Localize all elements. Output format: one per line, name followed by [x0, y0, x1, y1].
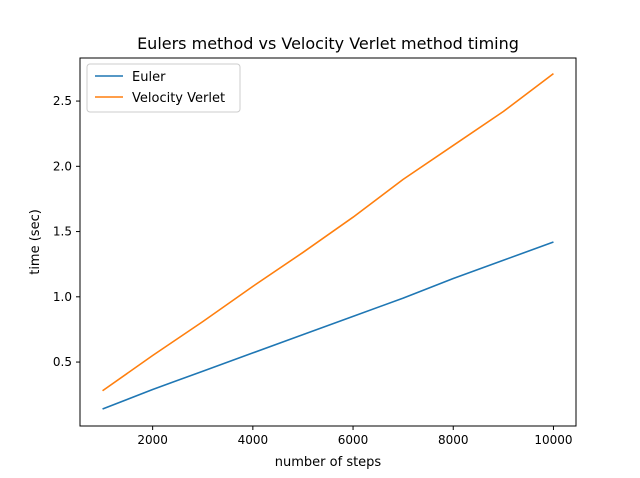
plot-area	[79, 57, 577, 427]
y-tick-label: 0.5	[53, 355, 72, 369]
y-tick-label: 1.0	[53, 290, 72, 304]
legend-label-velocity-verlet: Velocity Verlet	[132, 91, 225, 106]
series-layer	[102, 73, 554, 410]
x-tick-label: 10000	[534, 433, 572, 447]
y-tick-label: 1.5	[53, 225, 72, 239]
y-tick-label: 2.0	[53, 159, 72, 173]
x-axis-label: number of steps	[275, 455, 382, 470]
x-axis-ticks: 2000 4000 6000 8000 10000	[137, 426, 573, 447]
y-tick-label: 2.5	[53, 94, 72, 108]
x-tick-label: 4000	[238, 433, 269, 447]
series-line-euler	[102, 241, 554, 410]
legend-box	[86, 63, 241, 113]
chart-title: Eulers method vs Velocity Verlet method …	[137, 34, 519, 53]
series-line-velocity-verlet	[102, 73, 554, 392]
legend: Euler Velocity Verlet	[86, 63, 241, 113]
x-tick-label: 8000	[438, 433, 469, 447]
y-axis-label: time (sec)	[28, 209, 43, 275]
x-tick-label: 2000	[137, 433, 168, 447]
legend-label-euler: Euler	[132, 70, 166, 85]
plot-frame	[79, 57, 577, 427]
x-tick-label: 6000	[338, 433, 369, 447]
y-axis-ticks: 0.5 1.0 1.5 2.0 2.5	[53, 94, 80, 369]
